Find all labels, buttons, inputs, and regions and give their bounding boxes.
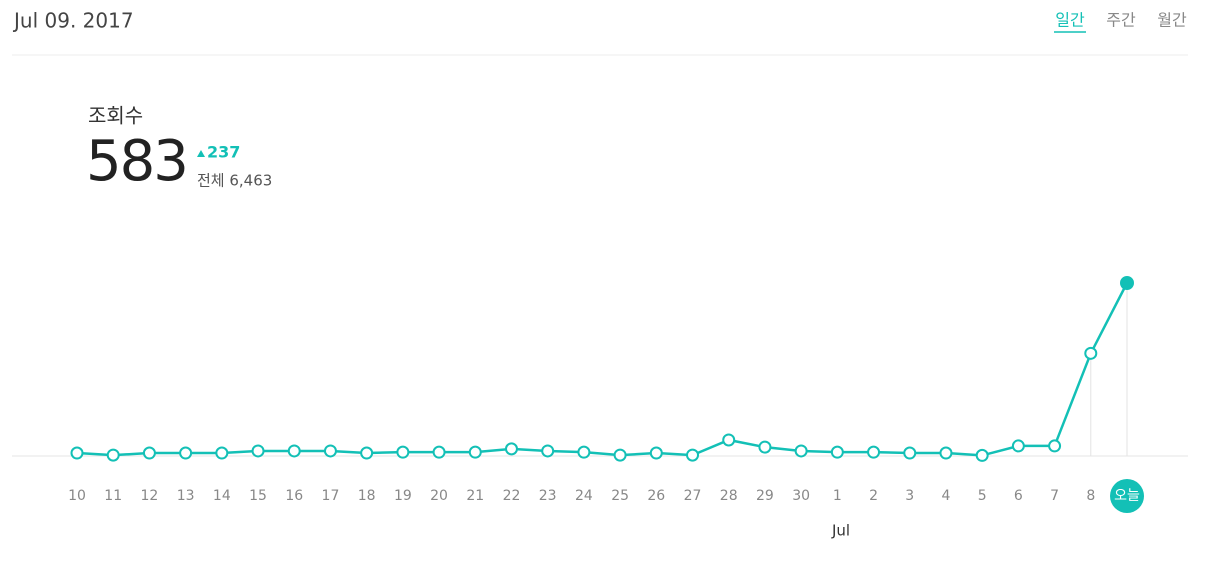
metric-value: 583 [86, 129, 187, 194]
point [649, 446, 663, 460]
x-tick-label: 오늘 [1114, 488, 1140, 504]
point [323, 444, 337, 458]
series-line [76, 282, 1129, 457]
x-tick-label: 24 [575, 488, 593, 504]
up-icon [197, 150, 205, 157]
x-tick-label: 18 [358, 488, 376, 504]
point [1120, 276, 1134, 290]
point [396, 445, 410, 459]
x-tick-label: 4 [942, 488, 951, 504]
point [939, 446, 953, 460]
x-tick-label: 28 [720, 488, 738, 504]
metric-label: 조회수 [88, 104, 143, 128]
point [70, 446, 84, 460]
point [179, 446, 193, 460]
x-tick-label: 14 [213, 488, 231, 504]
x-tick-label: 5 [978, 488, 987, 504]
x-tick-label: 25 [611, 488, 629, 504]
point [722, 433, 736, 447]
x-tick-label: 30 [792, 488, 810, 504]
x-tick-label: 26 [647, 488, 665, 504]
point [1084, 346, 1098, 360]
x-tick-label: 23 [539, 488, 557, 504]
point [975, 448, 989, 462]
x-tick-label: 15 [249, 488, 267, 504]
x-tick-label: 20 [430, 488, 448, 504]
metric-total: 전체 6,463 [197, 172, 272, 190]
x-tick-label: 12 [140, 488, 158, 504]
point [251, 444, 265, 458]
point [106, 448, 120, 462]
x-tick-label: 22 [503, 488, 521, 504]
tab-daily[interactable]: 일간 [1055, 11, 1085, 30]
point [867, 445, 881, 459]
x-tick-label: 13 [177, 488, 195, 504]
tab-monthly[interactable]: 월간 [1157, 11, 1187, 30]
point [686, 448, 700, 462]
metric-change: 237 [207, 143, 240, 162]
point [1048, 439, 1062, 453]
point [541, 444, 555, 458]
x-tick-label: 21 [466, 488, 484, 504]
x-tick-label: 19 [394, 488, 412, 504]
point [215, 446, 229, 460]
point [504, 442, 518, 456]
x-tick-label: 1 [833, 488, 842, 504]
x-tick-label: 6 [1014, 488, 1023, 504]
date: Jul 09. 2017 [12, 9, 134, 33]
point [758, 440, 772, 454]
x-tick-label: 10 [68, 488, 86, 504]
point [613, 448, 627, 462]
x-tick-label: 27 [684, 488, 702, 504]
x-tick-label: 3 [905, 488, 914, 504]
point [903, 446, 917, 460]
today-badge [1110, 479, 1144, 513]
x-tick-label: 16 [285, 488, 303, 504]
point [794, 444, 808, 458]
point [142, 446, 156, 460]
point [1011, 439, 1025, 453]
point [577, 445, 591, 459]
x-tick-label: 17 [322, 488, 340, 504]
x-tick-label: 2 [869, 488, 878, 504]
x-tick-label: 8 [1086, 488, 1095, 504]
point [830, 445, 844, 459]
point [360, 446, 374, 460]
x-tick-label: 7 [1050, 488, 1059, 504]
point [468, 445, 482, 459]
month-label: Jul [831, 522, 850, 540]
tab-weekly[interactable]: 주간 [1106, 11, 1136, 30]
x-tick-label: 11 [104, 488, 122, 504]
point [432, 445, 446, 459]
x-tick-label: 29 [756, 488, 774, 504]
point [287, 444, 301, 458]
